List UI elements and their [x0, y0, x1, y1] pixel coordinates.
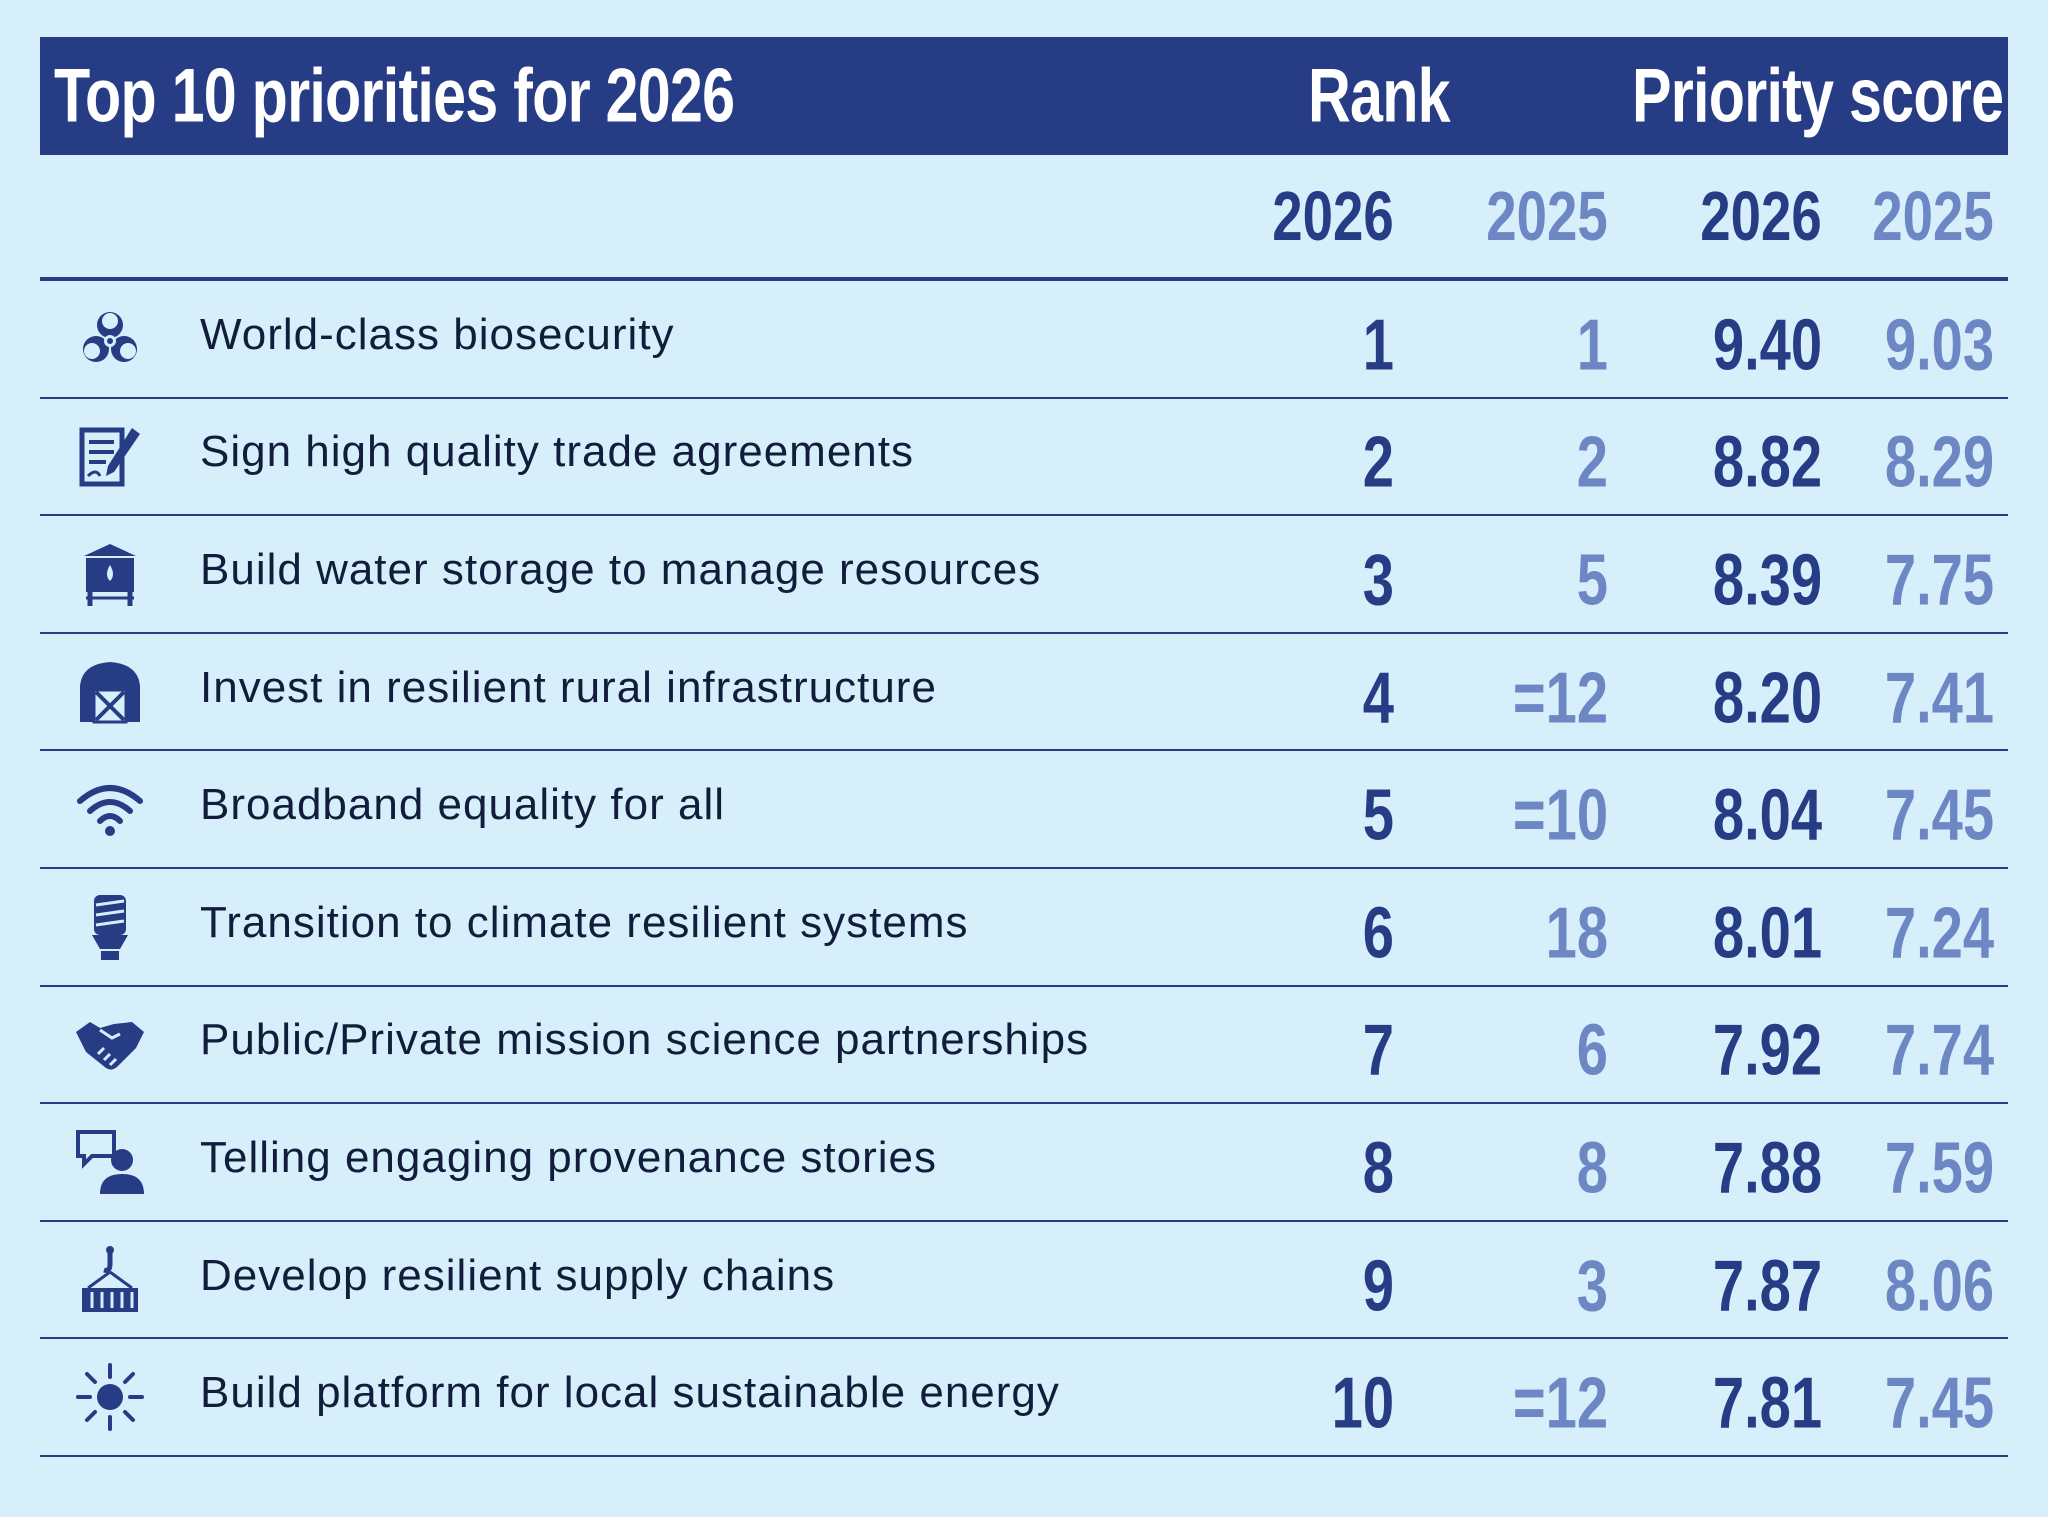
score-2025-value: 7.74: [1884, 1010, 1994, 1091]
rank-2026-value: 9: [1362, 1246, 1394, 1327]
rank-2025-value: 2: [1576, 422, 1608, 503]
table-row: World-class biosecurity 1 1 9.40 9.03: [40, 281, 2008, 399]
score-2026-value: 7.87: [1712, 1246, 1822, 1327]
rank-2026-value: 10: [1331, 1363, 1394, 1444]
score-2026-header: 2026: [1700, 177, 1822, 255]
rank-2026-value: 8: [1362, 1128, 1394, 1209]
table-row: Telling engaging provenance stories 8 8 7.8…: [40, 1104, 2008, 1222]
score-2025-value: 8.06: [1884, 1246, 1994, 1327]
header-banner: Top 10 priorities for 2026 Rank Priority…: [40, 37, 2008, 155]
year-header-row: 2026 2025 2026 2025: [40, 155, 2008, 281]
rank-2025-value: 18: [1545, 893, 1608, 974]
score-2026-value: 7.81: [1712, 1363, 1822, 1444]
rank-header: Rank: [1308, 53, 1451, 139]
priority-label: Develop resilient supply chains: [200, 1250, 836, 1300]
table-row: Broadband equality for all 5 =10 8.04 7.45: [40, 751, 2008, 869]
rank-2025-value: =10: [1512, 775, 1608, 856]
score-2026-value: 9.40: [1712, 305, 1822, 386]
biohazard-icon: [74, 303, 146, 375]
score-2026-value: 8.04: [1712, 775, 1822, 856]
score-2026-value: 7.92: [1712, 1010, 1822, 1091]
document-signature-icon: [74, 420, 146, 492]
rank-2026-value: 2: [1362, 422, 1394, 503]
rank-2025-header: 2025: [1486, 177, 1608, 255]
rank-2025-value: 8: [1576, 1128, 1608, 1209]
rank-2026-value: 1: [1362, 305, 1394, 386]
score-2026-value: 8.82: [1712, 422, 1822, 503]
rank-2026-value: 5: [1362, 775, 1394, 856]
priority-label: Build water storage to manage resources: [200, 544, 1042, 594]
table-row: Invest in resilient rural infrastructure…: [40, 634, 2008, 752]
table-row: Build water storage to manage resources 3…: [40, 516, 2008, 634]
priority-label: Invest in resilient rural infrastructure: [200, 662, 937, 712]
rank-2026-header: 2026: [1272, 177, 1394, 255]
rank-2026-value: 4: [1362, 658, 1394, 739]
score-2025-value: 7.41: [1884, 658, 1994, 739]
rank-2025-value: =12: [1512, 1363, 1608, 1444]
crane-container-icon: [74, 1244, 146, 1316]
priority-label: Public/Private mission science partnersh…: [200, 1015, 1090, 1065]
lightbulb-icon: [74, 891, 146, 963]
sun-icon: [74, 1361, 146, 1433]
priority-label: Sign high quality trade agreements: [200, 427, 914, 477]
rank-2026-value: 7: [1362, 1010, 1394, 1091]
priority-label: Broadband equality for all: [200, 780, 725, 830]
priority-label: World-class biosecurity: [200, 309, 675, 359]
score-2026-value: 8.39: [1712, 540, 1822, 621]
score-2025-value: 7.75: [1884, 540, 1994, 621]
table-row: Sign high quality trade agreements 2 2 8.82…: [40, 399, 2008, 517]
water-tank-icon: [74, 538, 146, 610]
table-row: Public/Private mission science partnersh…: [40, 987, 2008, 1105]
rank-2026-value: 6: [1362, 893, 1394, 974]
table-body: World-class biosecurity 1 1 9.40 9.03 Sign hi…: [40, 281, 2008, 1457]
priorities-table: Top 10 priorities for 2026 Rank Priority…: [40, 37, 2008, 1457]
speech-person-icon: [74, 1126, 146, 1198]
score-2025-value: 7.45: [1884, 775, 1994, 856]
score-2026-value: 7.88: [1712, 1128, 1822, 1209]
score-2025-header: 2025: [1872, 177, 1994, 255]
table-title: Top 10 priorities for 2026: [54, 53, 735, 139]
rank-2025-value: =12: [1512, 658, 1608, 739]
priority-label: Build platform for local sustainable ene…: [200, 1368, 1060, 1418]
handshake-icon: [74, 1008, 146, 1080]
score-2025-value: 7.59: [1884, 1128, 1994, 1209]
table-row: Transition to climate resilient systems 6…: [40, 869, 2008, 987]
rank-2025-value: 1: [1576, 305, 1608, 386]
score-2026-value: 8.01: [1712, 893, 1822, 974]
score-2025-value: 7.45: [1884, 1363, 1994, 1444]
rank-2025-value: 3: [1576, 1246, 1608, 1327]
score-2025-value: 9.03: [1884, 305, 1994, 386]
score-2025-value: 7.24: [1884, 893, 1994, 974]
priority-score-header: Priority score: [1632, 53, 2004, 139]
score-2025-value: 8.29: [1884, 422, 1994, 503]
priority-label: Telling engaging provenance stories: [200, 1132, 938, 1182]
rank-2026-value: 3: [1362, 540, 1394, 621]
barn-icon: [74, 656, 146, 728]
table-row: Develop resilient supply chains 9 3 7.87 8.0…: [40, 1222, 2008, 1340]
rank-2025-value: 5: [1576, 540, 1608, 621]
score-2026-value: 8.20: [1712, 658, 1822, 739]
priority-label: Transition to climate resilient systems: [200, 897, 969, 947]
table-row: Build platform for local sustainable ene…: [40, 1339, 2008, 1457]
wifi-icon: [74, 773, 146, 845]
rank-2025-value: 6: [1576, 1010, 1608, 1091]
